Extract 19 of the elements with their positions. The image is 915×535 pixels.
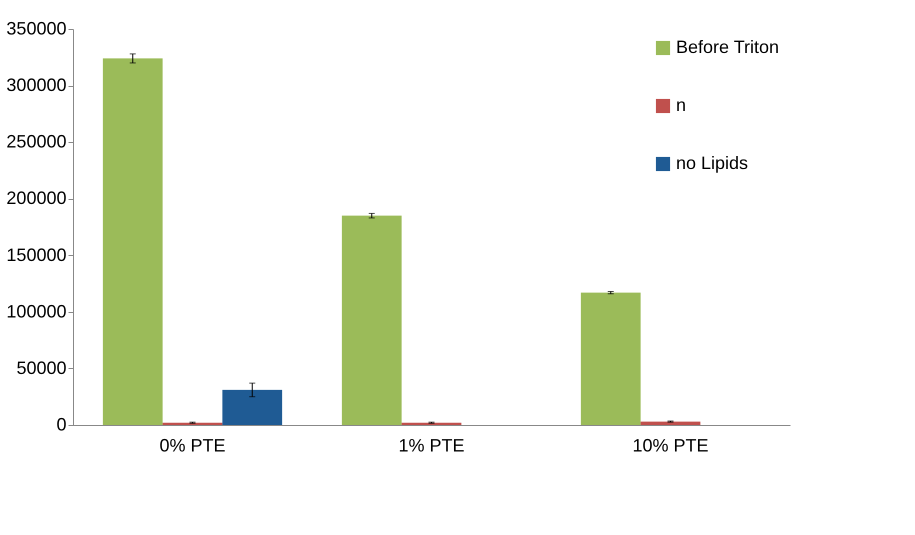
- y-tick-label: 150000: [6, 244, 66, 265]
- x-tick-label: 0% PTE: [159, 436, 226, 456]
- bar: [222, 390, 282, 425]
- y-tick-label: 50000: [16, 358, 66, 378]
- y-tick-label: 0: [56, 414, 66, 434]
- legend-label: n: [676, 95, 686, 115]
- y-tick-label: 250000: [6, 132, 66, 152]
- y-tick-label: 300000: [6, 75, 66, 96]
- legend-label: no Lipids: [676, 153, 748, 173]
- y-tick-label: 350000: [6, 18, 66, 38]
- legend-label: Before Triton: [676, 37, 780, 57]
- bar: [640, 422, 700, 425]
- y-tick-label: 100000: [6, 301, 66, 322]
- bar: [102, 58, 163, 425]
- y-tick-label: 200000: [6, 188, 66, 208]
- bar: [342, 216, 402, 425]
- x-tick-label: 1% PTE: [398, 436, 465, 456]
- x-tick-label: 10% PTE: [632, 436, 709, 456]
- bar: [580, 292, 641, 425]
